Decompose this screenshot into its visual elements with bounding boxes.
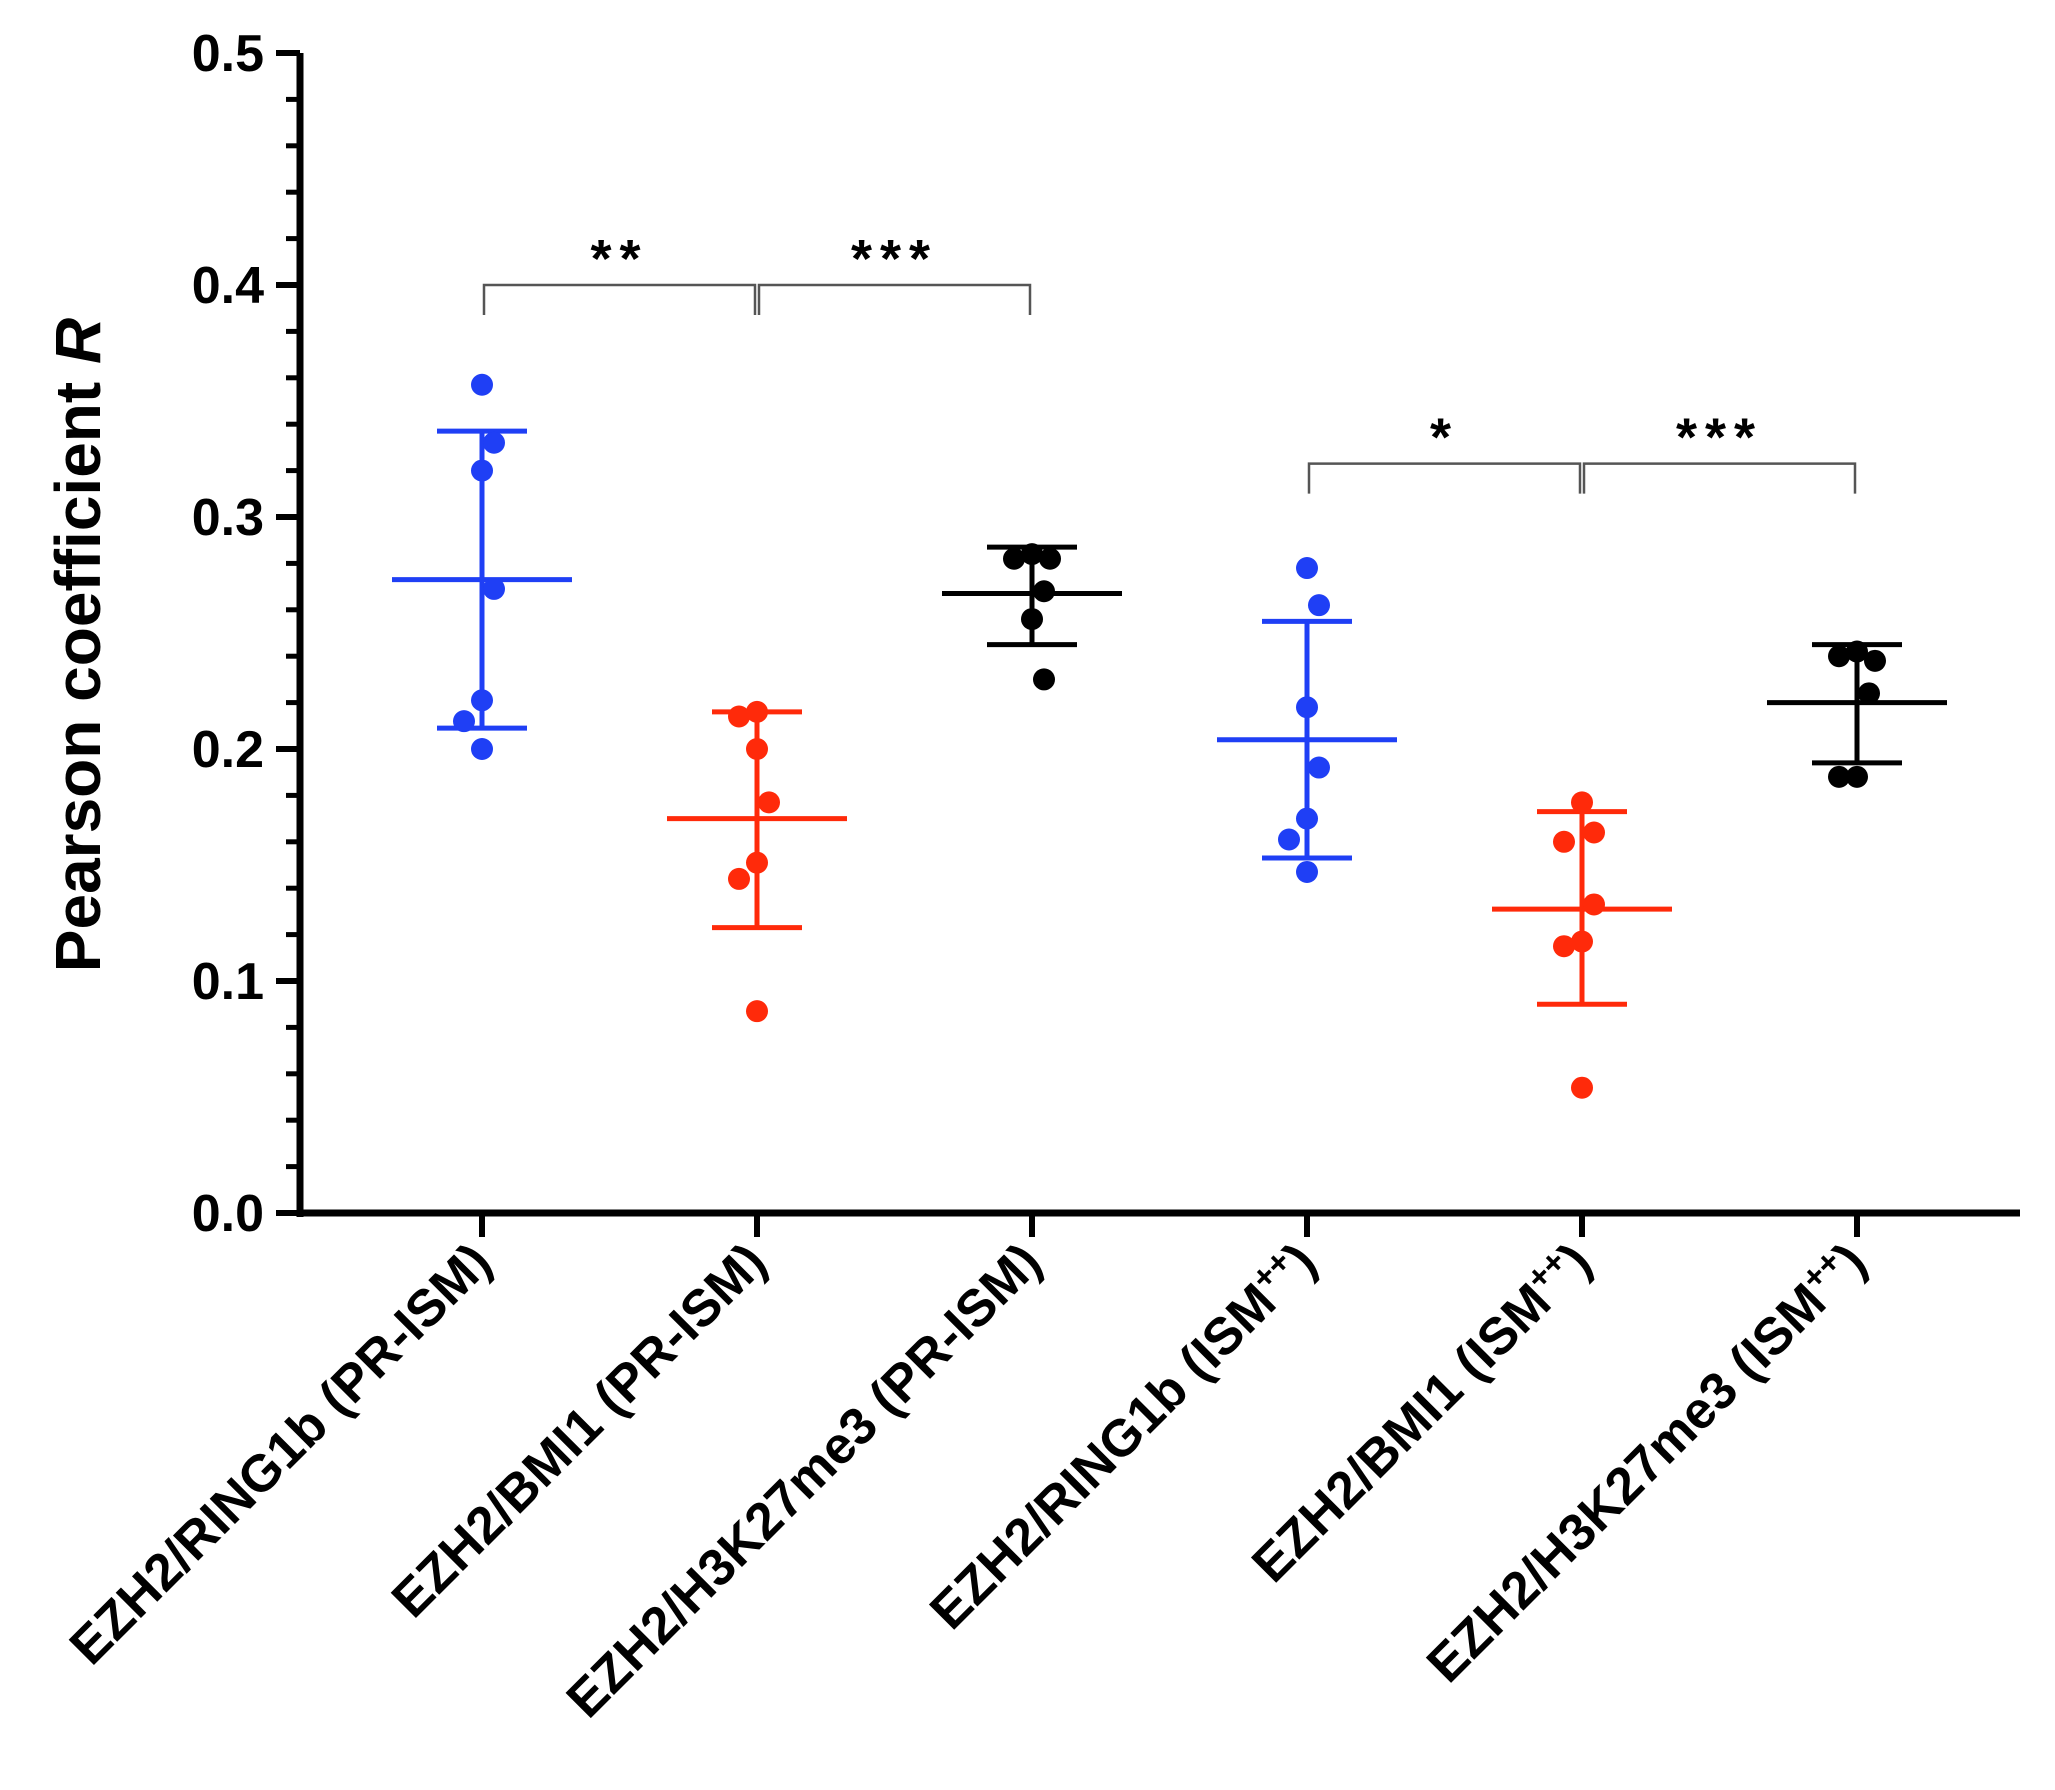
- data-point: [471, 459, 493, 482]
- significance-brackets: ** **** ***: [482, 229, 1857, 494]
- significance-bracket: [1582, 462, 1857, 494]
- data-point: [1308, 594, 1330, 617]
- data-point: [1846, 765, 1868, 788]
- data-point: [1583, 893, 1605, 916]
- significance-label: *: [1430, 408, 1459, 468]
- y-tick-label: 0.2: [192, 721, 264, 779]
- y-axis-label: Pearson coefficient R: [42, 318, 114, 972]
- data-point: [1583, 821, 1605, 844]
- significance-bracket: [482, 283, 757, 315]
- data-point: [1571, 930, 1593, 953]
- data-point: [1033, 580, 1055, 603]
- data-point: [758, 791, 780, 814]
- data-point: [1571, 1076, 1593, 1099]
- data-point: [471, 689, 493, 712]
- data-point: [1021, 543, 1043, 566]
- labels: Pearson coefficient R: [42, 318, 114, 972]
- data-point: [1553, 935, 1575, 958]
- data-point: [1033, 668, 1055, 691]
- data-point: [483, 431, 505, 454]
- data-point: [1828, 765, 1850, 788]
- data-point: [1858, 682, 1880, 705]
- y-tick-label: 0.4: [192, 257, 264, 315]
- data-point: [1278, 828, 1300, 851]
- data-point: [1846, 640, 1868, 663]
- data-point: [746, 738, 768, 760]
- data-point: [1864, 649, 1886, 672]
- data-point: [483, 577, 505, 600]
- y-tick-label: 0.5: [192, 25, 264, 83]
- error-bars: [392, 428, 1947, 1007]
- data-point: [1003, 547, 1025, 570]
- y-tick-label: 0.3: [192, 489, 264, 547]
- data-point: [1296, 696, 1318, 719]
- data-point: [453, 710, 475, 733]
- data-point: [1828, 645, 1850, 668]
- data-point: [728, 705, 750, 728]
- data-point: [746, 1000, 768, 1023]
- significance-bracket: [757, 283, 1032, 315]
- data-point: [1039, 547, 1061, 570]
- data-point: [1571, 791, 1593, 814]
- error-bar-group: [1767, 642, 1947, 766]
- error-bar-group: [1492, 809, 1672, 1007]
- significance-bracket: [1307, 462, 1582, 494]
- significance-label: **: [590, 229, 648, 289]
- data-point: [1553, 830, 1575, 853]
- significance-label: ***: [1676, 408, 1763, 468]
- y-tick-label: 0.0: [192, 1185, 264, 1243]
- data-point: [1021, 608, 1043, 631]
- data-points: [453, 373, 1886, 1099]
- data-point: [1296, 557, 1318, 580]
- x-tick-label: EZH2/H3K27me3 (ISM++): [1414, 1230, 1878, 1694]
- x-tick-label: EZH2/H3K27me3 (PR-ISM): [556, 1232, 1053, 1729]
- significance-label: ***: [851, 229, 938, 289]
- y-tick-label: 0.1: [192, 953, 264, 1011]
- data-point: [1296, 807, 1318, 830]
- data-point: [1308, 756, 1330, 779]
- data-point: [746, 851, 768, 874]
- error-bar-group: [667, 709, 847, 931]
- data-point: [1296, 860, 1318, 883]
- data-point: [728, 867, 750, 890]
- data-point: [746, 700, 768, 723]
- data-point: [471, 373, 493, 396]
- data-point: [471, 738, 493, 760]
